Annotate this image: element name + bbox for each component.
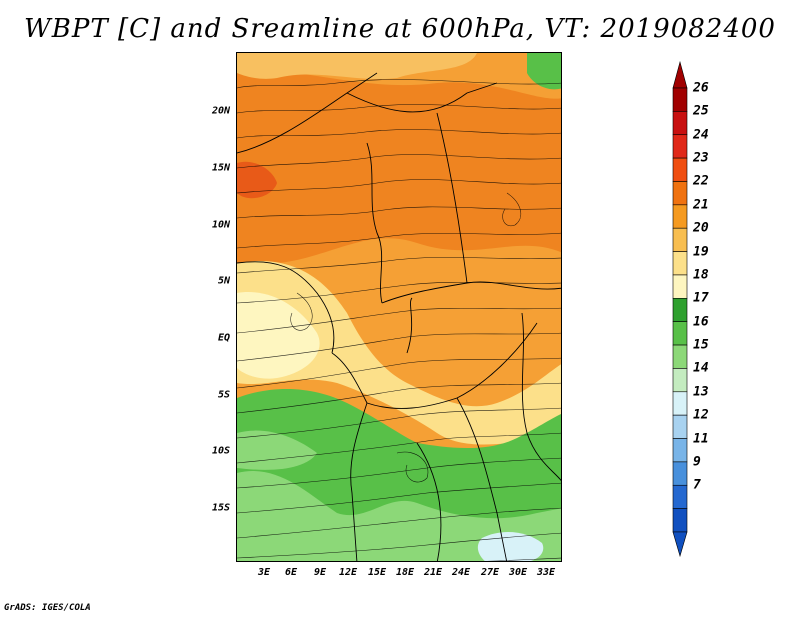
streamlines — [237, 79, 561, 561]
colorbar-level-label: 15 — [693, 337, 709, 353]
colorbar-level-label: 23 — [693, 150, 709, 166]
colorbar-swatch — [672, 87, 688, 112]
colorbar-level-label: 13 — [693, 384, 709, 400]
colorbar-bottom-arrow — [672, 531, 688, 558]
map-panel — [236, 52, 562, 562]
colorbar-swatch — [672, 414, 688, 439]
field-warm-north — [237, 70, 561, 265]
lon-label-3e: 3E — [257, 567, 271, 578]
colorbar-swatch — [672, 438, 688, 463]
colorbar-level-label: 17 — [693, 290, 709, 306]
field-lightgreen-west — [237, 430, 317, 470]
colorbar-level-label: 25 — [693, 103, 709, 119]
lat-label-15s: 15S — [211, 502, 230, 514]
lat-label-10s: 10S — [211, 445, 230, 457]
chart-title: WBPT [C] and Sreamline at 600hPa, VT: 20… — [24, 14, 776, 44]
colorbar-swatch — [672, 274, 688, 299]
colorbar-swatch — [672, 508, 688, 533]
colorbar-level-label: 20 — [693, 220, 709, 236]
colorbar-swatch — [672, 368, 688, 393]
lat-label-15n: 15N — [211, 162, 230, 174]
colorbar-level-label: 16 — [693, 314, 709, 330]
lon-label-6e: 6E — [284, 567, 298, 578]
colorbar-level-label: 18 — [693, 267, 709, 283]
lat-label-eq: EQ — [217, 332, 230, 344]
colorbar-level-label: 19 — [693, 244, 709, 260]
lon-label-27e: 27E — [480, 567, 500, 578]
map-canvas — [237, 53, 561, 561]
field-cool-patch — [477, 532, 544, 561]
lat-label-5s: 5S — [217, 389, 230, 401]
lat-label-20n: 20N — [211, 105, 230, 117]
colorbar-level-label: 21 — [693, 197, 709, 213]
colorbar-swatch — [672, 484, 688, 509]
grads-credit: GrADS: IGES/COLA — [4, 603, 91, 613]
field-hot-patch — [237, 161, 277, 199]
lon-label-12e: 12E — [338, 567, 358, 578]
colorbar-swatch — [672, 227, 688, 252]
lon-label-30e: 30E — [508, 567, 528, 578]
field-pale-north — [237, 53, 477, 80]
colorbar-level-label: 9 — [693, 454, 701, 470]
colorbar-level-label: 22 — [693, 173, 709, 189]
lat-label-5n: 5N — [217, 275, 230, 287]
lon-label-18e: 18E — [395, 567, 415, 578]
field-light-west — [237, 292, 320, 379]
colorbar-swatch — [672, 111, 688, 136]
colorbar-level-label: 24 — [693, 127, 709, 143]
lat-label-10n: 10N — [211, 219, 230, 231]
colorbar-swatch — [672, 134, 688, 159]
lon-label-24e: 24E — [451, 567, 471, 578]
lon-label-9e: 9E — [313, 567, 327, 578]
colorbar-swatch — [672, 344, 688, 369]
colorbar-swatch — [672, 204, 688, 229]
colorbar-top-arrow — [672, 60, 688, 89]
colorbar — [672, 60, 688, 558]
colorbar-swatch — [672, 461, 688, 486]
colorbar-swatch — [672, 391, 688, 416]
colorbar-swatch — [672, 321, 688, 346]
colorbar-level-label: 14 — [693, 360, 709, 376]
colorbar-swatch — [672, 157, 688, 182]
colorbar-level-label: 26 — [693, 80, 709, 96]
lon-label-15e: 15E — [367, 567, 387, 578]
field-green-ne — [527, 53, 561, 90]
colorbar-swatch — [672, 251, 688, 276]
colorbar-swatch — [672, 181, 688, 206]
colorbar-level-label: 11 — [693, 431, 709, 447]
colorbar-level-label: 12 — [693, 407, 709, 423]
field-pale-equator — [237, 261, 561, 445]
colorbar-level-label: 7 — [693, 477, 701, 493]
field-lightgreen-south — [237, 471, 561, 561]
colorbar-swatch — [672, 298, 688, 322]
lon-label-33e: 33E — [536, 567, 556, 578]
lon-label-21e: 21E — [423, 567, 443, 578]
